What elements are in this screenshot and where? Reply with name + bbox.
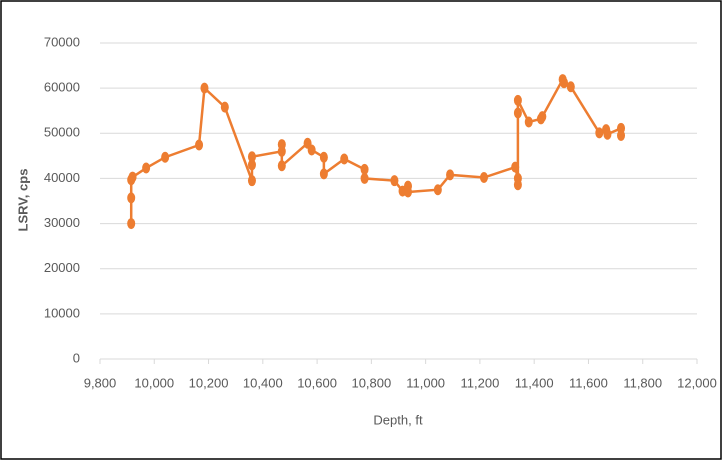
data-point [360, 163, 369, 175]
data-point [538, 111, 547, 123]
y-axis-label: LSRV, cps [15, 169, 30, 232]
data-point [127, 192, 136, 204]
x-tick-label: 11,200 [461, 375, 500, 390]
x-tick-label: 10,400 [243, 375, 283, 390]
data-point [247, 151, 256, 163]
x-axis-label: Depth, ft [373, 412, 423, 427]
data-point [617, 130, 626, 142]
data-point [127, 218, 136, 230]
data-point [390, 175, 399, 187]
data-point [128, 171, 137, 183]
data-point [277, 139, 286, 151]
x-tick-label: 11,400 [515, 375, 554, 390]
data-point [200, 82, 209, 94]
data-point [161, 151, 170, 163]
data-point [513, 179, 522, 191]
x-tick-label: 9,800 [84, 375, 117, 390]
x-tick-label: 11,000 [406, 375, 445, 390]
data-point [595, 127, 604, 139]
data-point [560, 77, 569, 89]
data-point [433, 184, 442, 196]
y-tick-label: 60000 [44, 80, 80, 95]
x-tick-label: 10,800 [351, 375, 391, 390]
data-point [195, 139, 204, 151]
data-point [340, 153, 349, 165]
data-point [513, 107, 522, 119]
data-point [511, 161, 520, 173]
data-point [360, 172, 369, 184]
data-point [220, 101, 229, 113]
y-tick-label: 40000 [44, 170, 80, 185]
data-point [277, 160, 286, 172]
y-tick-label: 70000 [44, 34, 80, 49]
x-tick-label: 12,000 [677, 375, 717, 390]
data-point [247, 159, 256, 171]
y-tick-label: 50000 [44, 125, 80, 140]
x-tick-label: 10,000 [134, 375, 174, 390]
data-point [446, 169, 455, 181]
data-point [403, 186, 412, 198]
y-tick-label: 10000 [44, 305, 80, 320]
x-tick-label: 10,200 [189, 375, 229, 390]
x-tick-label: 11,800 [623, 375, 662, 390]
x-tick-label: 11,600 [569, 375, 608, 390]
data-point [319, 168, 328, 180]
y-tick-label: 30000 [44, 215, 80, 230]
data-point [524, 116, 533, 128]
data-point [479, 172, 488, 184]
data-point [319, 151, 328, 163]
data-point [247, 175, 256, 187]
data-point [603, 128, 612, 140]
data-point [142, 162, 151, 174]
data-point [307, 144, 316, 156]
data-point [513, 94, 522, 106]
data-point [566, 81, 575, 93]
y-tick-label: 20000 [44, 260, 80, 275]
y-tick-label: 0 [73, 350, 80, 365]
x-tick-label: 10,600 [297, 375, 337, 390]
